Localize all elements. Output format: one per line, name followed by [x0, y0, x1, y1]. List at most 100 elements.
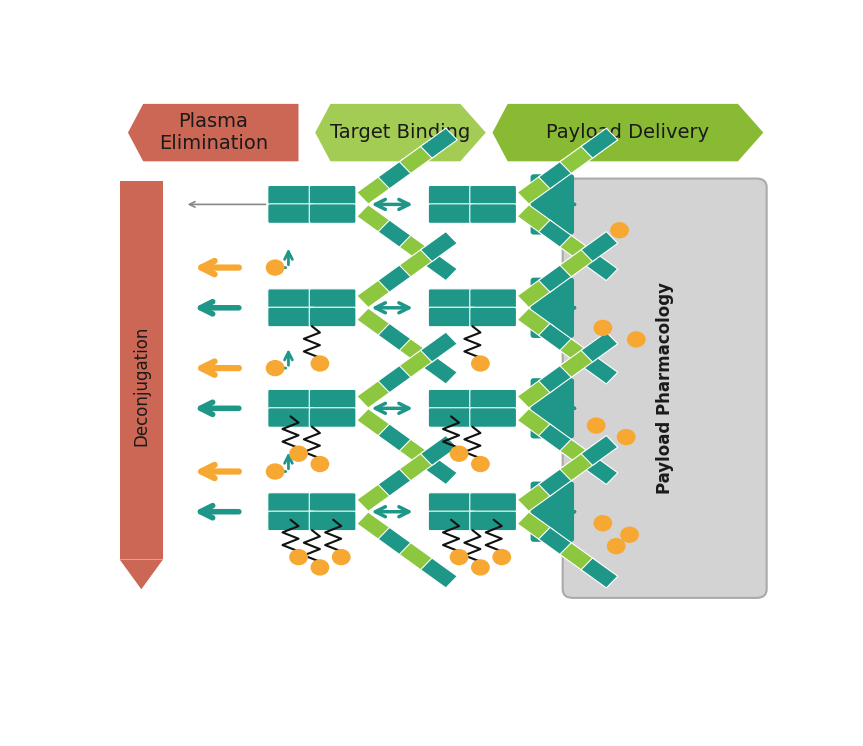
- Polygon shape: [560, 451, 596, 480]
- Polygon shape: [400, 451, 436, 480]
- FancyBboxPatch shape: [309, 307, 356, 327]
- Polygon shape: [420, 128, 457, 158]
- Circle shape: [332, 550, 350, 565]
- Text: Deconjugation: Deconjugation: [132, 325, 150, 445]
- Polygon shape: [517, 378, 554, 408]
- Polygon shape: [400, 247, 436, 277]
- Polygon shape: [378, 263, 415, 292]
- FancyBboxPatch shape: [469, 408, 516, 427]
- Polygon shape: [539, 527, 576, 557]
- Polygon shape: [420, 354, 457, 384]
- Polygon shape: [581, 231, 618, 262]
- FancyBboxPatch shape: [268, 493, 314, 513]
- Polygon shape: [560, 143, 596, 173]
- Circle shape: [312, 457, 329, 471]
- Circle shape: [608, 539, 625, 554]
- Polygon shape: [517, 409, 554, 439]
- FancyBboxPatch shape: [268, 186, 314, 205]
- Circle shape: [312, 560, 329, 575]
- FancyBboxPatch shape: [469, 511, 516, 530]
- FancyBboxPatch shape: [563, 178, 766, 598]
- Polygon shape: [539, 159, 576, 189]
- Polygon shape: [539, 466, 576, 496]
- Polygon shape: [581, 332, 618, 362]
- Polygon shape: [560, 339, 596, 369]
- FancyBboxPatch shape: [469, 389, 516, 409]
- Circle shape: [594, 515, 612, 530]
- Circle shape: [618, 430, 635, 445]
- FancyBboxPatch shape: [309, 493, 356, 513]
- FancyBboxPatch shape: [309, 289, 356, 308]
- Polygon shape: [356, 308, 394, 338]
- FancyBboxPatch shape: [309, 389, 356, 409]
- Polygon shape: [356, 174, 394, 204]
- FancyBboxPatch shape: [531, 482, 574, 542]
- Polygon shape: [560, 348, 596, 377]
- Polygon shape: [378, 220, 415, 250]
- FancyBboxPatch shape: [428, 186, 475, 205]
- Polygon shape: [378, 159, 415, 189]
- FancyBboxPatch shape: [469, 204, 516, 223]
- FancyBboxPatch shape: [428, 204, 475, 223]
- Circle shape: [627, 332, 645, 347]
- Circle shape: [312, 356, 329, 371]
- Circle shape: [620, 527, 639, 542]
- Polygon shape: [315, 104, 486, 161]
- Polygon shape: [378, 527, 415, 557]
- Polygon shape: [493, 104, 764, 161]
- Polygon shape: [539, 424, 576, 454]
- Polygon shape: [420, 558, 457, 588]
- Polygon shape: [539, 263, 576, 292]
- Polygon shape: [560, 542, 596, 573]
- FancyBboxPatch shape: [309, 408, 356, 427]
- Circle shape: [472, 560, 489, 575]
- Polygon shape: [539, 220, 576, 250]
- Polygon shape: [356, 481, 394, 511]
- Polygon shape: [378, 363, 415, 392]
- Circle shape: [450, 550, 468, 565]
- FancyBboxPatch shape: [469, 307, 516, 327]
- Polygon shape: [356, 204, 394, 235]
- Polygon shape: [581, 251, 618, 280]
- Circle shape: [493, 550, 510, 565]
- Polygon shape: [120, 560, 163, 589]
- Polygon shape: [539, 324, 576, 354]
- Circle shape: [594, 321, 612, 336]
- FancyBboxPatch shape: [428, 389, 475, 409]
- Polygon shape: [560, 236, 596, 266]
- Polygon shape: [581, 558, 618, 588]
- Polygon shape: [581, 436, 618, 466]
- Polygon shape: [517, 481, 554, 511]
- Polygon shape: [581, 354, 618, 384]
- Polygon shape: [420, 454, 457, 484]
- Circle shape: [267, 464, 284, 479]
- Circle shape: [611, 223, 628, 238]
- FancyBboxPatch shape: [268, 289, 314, 308]
- Polygon shape: [517, 308, 554, 338]
- Polygon shape: [378, 324, 415, 354]
- FancyBboxPatch shape: [469, 289, 516, 308]
- Text: Plasma
Elimination: Plasma Elimination: [159, 112, 268, 153]
- FancyBboxPatch shape: [531, 175, 574, 234]
- Circle shape: [267, 360, 284, 375]
- Polygon shape: [560, 247, 596, 277]
- FancyBboxPatch shape: [428, 289, 475, 308]
- Polygon shape: [581, 454, 618, 484]
- Polygon shape: [128, 104, 299, 161]
- Polygon shape: [420, 251, 457, 280]
- Polygon shape: [581, 128, 618, 158]
- Polygon shape: [420, 231, 457, 262]
- FancyBboxPatch shape: [309, 511, 356, 530]
- Polygon shape: [517, 204, 554, 235]
- FancyBboxPatch shape: [309, 204, 356, 223]
- FancyBboxPatch shape: [309, 186, 356, 205]
- Polygon shape: [378, 466, 415, 496]
- Polygon shape: [420, 332, 457, 362]
- Polygon shape: [356, 278, 394, 307]
- Polygon shape: [517, 174, 554, 204]
- Polygon shape: [356, 409, 394, 439]
- Circle shape: [472, 457, 489, 471]
- FancyBboxPatch shape: [268, 511, 314, 530]
- Polygon shape: [539, 363, 576, 392]
- FancyBboxPatch shape: [531, 278, 574, 338]
